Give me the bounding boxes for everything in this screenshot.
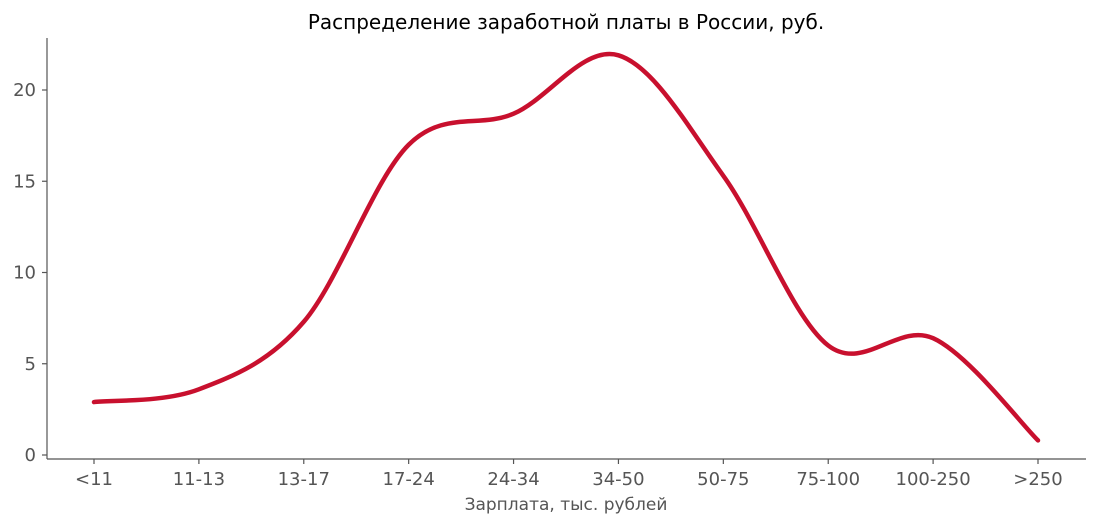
x-tick-label: 75-100 [796,469,860,490]
data-point [721,174,725,178]
data-point [512,112,516,116]
x-tick-label: 50-75 [697,469,749,490]
x-tick-label: 100-250 [896,469,971,490]
x-ticks: <11 11-13 13-17 17-24 24-34 34-50 50-75 75-100 1… [75,459,1063,490]
x-tick-label: 34-50 [592,469,644,490]
chart-title: Распределение заработной платы в России,… [308,10,824,34]
x-tick-label: 13-17 [278,469,330,490]
data-point [197,387,201,391]
data-point [826,344,830,348]
data-point [616,53,620,57]
x-tick-label: 24-34 [487,469,539,490]
y-tick-label: 5 [25,354,36,375]
x-tick-label: >250 [1013,469,1062,490]
y-tick-label: 0 [25,445,36,466]
x-tick-label: <11 [75,469,113,490]
series-line [91,51,1041,443]
data-point [931,336,935,340]
y-tick-label: 15 [13,171,36,192]
data-points [92,53,1040,442]
x-axis-label: Зарплата, тыс. рублей [465,495,668,515]
data-point [302,320,306,324]
y-tick-label: 10 [13,263,36,284]
x-tick-label: 17-24 [383,469,435,490]
x-tick-label: 11-13 [173,469,225,490]
data-point [407,143,411,147]
data-point [92,400,96,404]
data-point [1036,438,1040,442]
y-tick-label: 20 [13,80,36,101]
y-ticks: 0 5 10 15 20 [13,80,47,466]
